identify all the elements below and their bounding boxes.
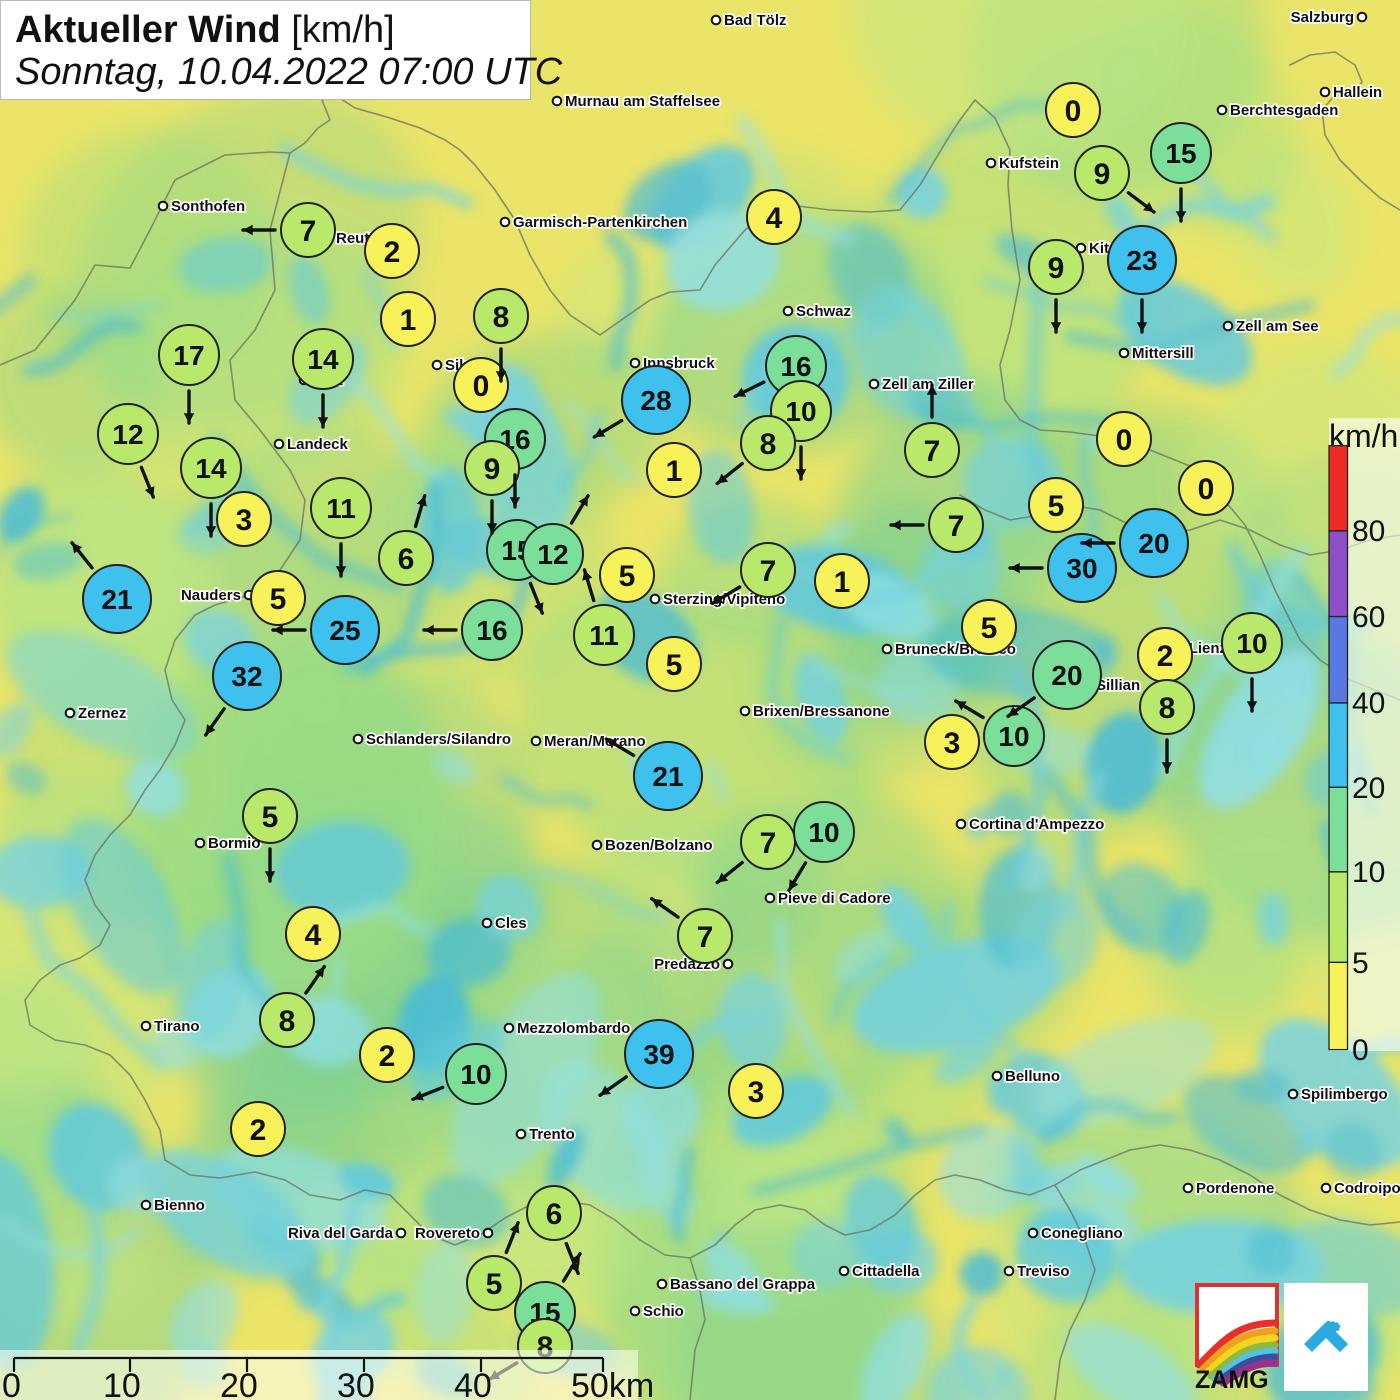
svg-text:40: 40 (454, 1367, 492, 1400)
svg-text:20: 20 (220, 1367, 258, 1400)
svg-text:0: 0 (2, 1367, 21, 1400)
svg-text:10: 10 (103, 1367, 141, 1400)
svg-text:ZAMG: ZAMG (1195, 1366, 1269, 1391)
svg-text:50km: 50km (571, 1367, 654, 1400)
svg-text:30: 30 (337, 1367, 375, 1400)
